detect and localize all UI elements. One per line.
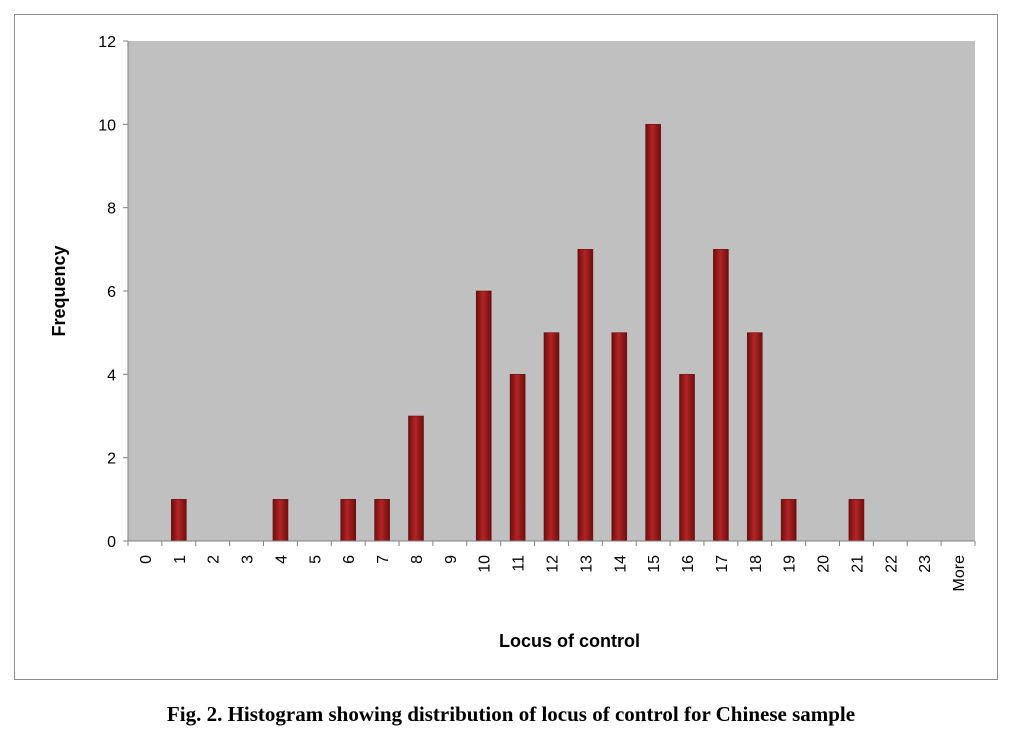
bar-12 [543,332,560,542]
bar-4 [272,499,289,542]
bar-18 [746,332,763,542]
bar-8 [408,415,424,542]
y-tick-label: 6 [107,284,116,301]
x-tick-label: 22 [883,555,900,573]
x-axis-title: Locus of control [499,631,640,651]
bar-17 [713,249,729,542]
x-tick-label: 0 [138,555,155,564]
figure-caption: Fig. 2. Histogram showing distribution o… [166,702,856,726]
y-tick-label: 8 [107,201,116,218]
x-tick-label: 4 [273,555,290,564]
x-tick-label: 19 [782,555,799,573]
bar-13 [577,249,594,542]
bar-15 [645,124,661,542]
bar-7 [374,499,390,542]
x-tick-label: More [951,555,968,592]
x-tick-label: 21 [849,555,866,573]
x-tick-label: 10 [477,555,494,573]
bar-11 [509,374,526,542]
bar-19 [780,499,797,542]
x-tick-label: 9 [443,555,460,564]
x-tick-label: 12 [545,555,562,573]
x-tick-label: 14 [612,555,629,573]
y-axis-title: Frequency [49,245,69,336]
x-tick-label: 2 [206,555,223,564]
x-tick-label: 3 [240,555,257,564]
x-tick-label: 16 [680,555,697,573]
x-tick-label: 13 [578,555,595,573]
y-tick-label: 12 [98,34,116,51]
x-tick-label: 18 [748,555,765,573]
x-tick-label: 15 [646,555,663,573]
bar-14 [611,332,628,542]
x-tick-label: 20 [816,555,833,573]
x-tick-label: 17 [714,555,731,573]
x-tick-label: 6 [341,555,358,564]
chart-frame: 0 2 4 6 8 10 12 0 1 2 3 4 5 6 7 8 9 10 11 12 13 14 15 16 17 18 19 2… [14,14,998,680]
x-tick-label: 11 [511,555,528,572]
x-tick-label: 7 [375,555,392,564]
bar-10 [475,290,492,542]
x-tick-label: 1 [172,555,189,564]
y-tick-label: 4 [107,367,116,384]
bar-16 [679,374,695,542]
x-tick-label: 8 [409,555,426,564]
y-tick-label: 2 [107,451,116,468]
x-tick-label: 23 [917,555,934,573]
x-tick-label: 5 [307,555,324,564]
y-tick-label: 0 [107,534,116,551]
bar-1 [171,499,187,542]
bar-21 [848,499,865,542]
y-tick-label: 10 [98,117,116,134]
bar-6 [340,499,357,542]
